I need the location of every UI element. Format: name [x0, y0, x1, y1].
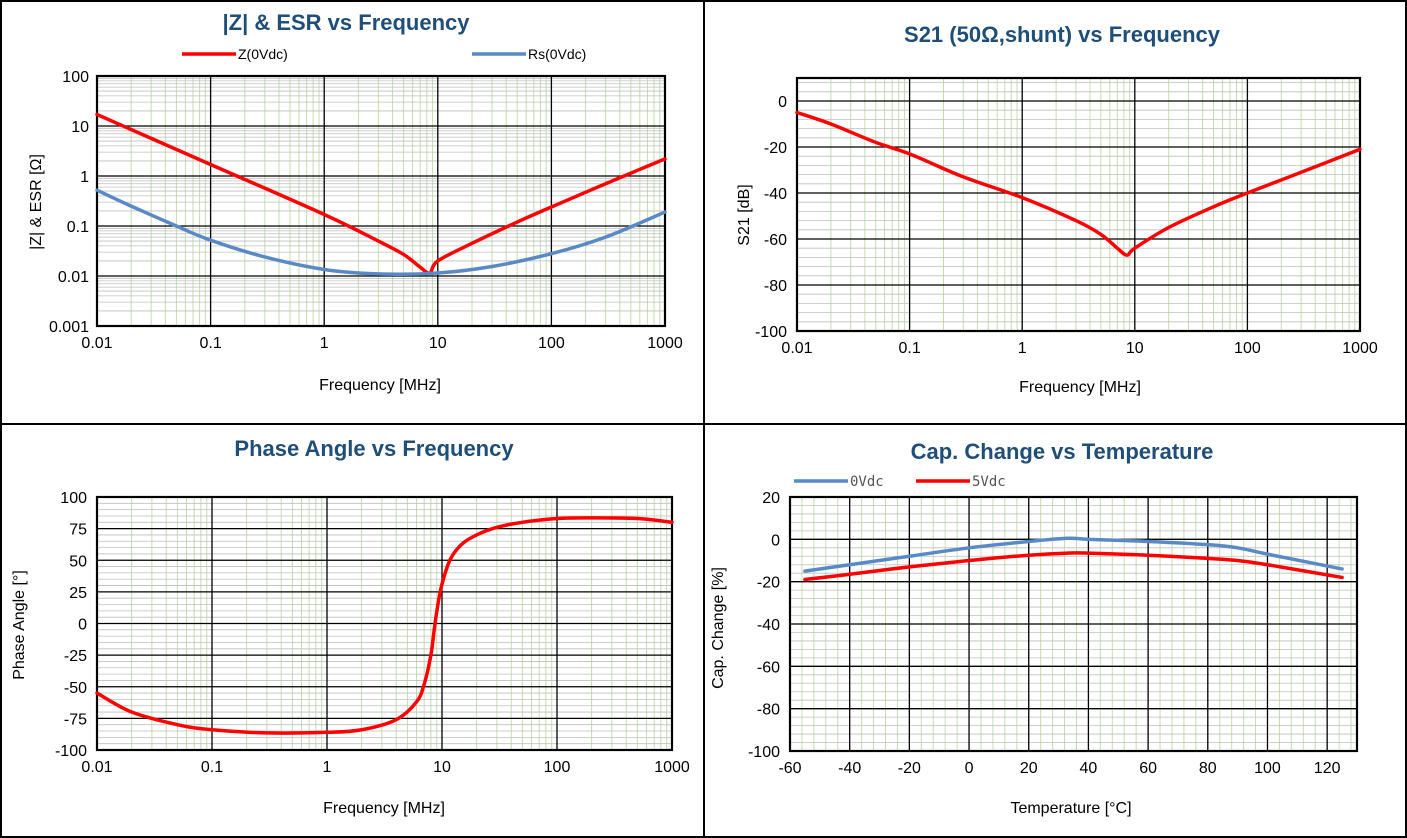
s21-y-axis-label: S21 [dB] [736, 184, 753, 245]
temperature-x-tick-label: 100 [1254, 760, 1281, 777]
temperature-x-tick-label: 120 [1314, 760, 1341, 777]
phase-x-tick-label: 10 [433, 759, 451, 776]
impedance-x-tick-label: 100 [538, 335, 565, 352]
phase-x-tick-label: 100 [544, 759, 571, 776]
s21-y-tick-label: -60 [764, 232, 787, 249]
phase-y-tick-label: 25 [69, 585, 87, 602]
temperature-series-5vdc [803, 551, 1344, 582]
impedance-x-tick-label: 10 [429, 335, 447, 352]
temperature-x-tick-label: 60 [1139, 760, 1157, 777]
temperature-x-tick-label: 20 [1020, 760, 1038, 777]
s21-y-tick-label: -100 [755, 324, 787, 341]
phase-x-axis-label: Frequency [MHz] [323, 800, 445, 817]
s21-x-tick-label: 1000 [1342, 340, 1378, 357]
impedance-y-tick-label: 0.1 [67, 219, 89, 236]
temperature-x-tick-label: -40 [838, 760, 861, 777]
temperature-y-axis-label: Cap. Change [%] [710, 567, 727, 689]
impedance-x-tick-label: 0.1 [199, 335, 221, 352]
temperature-x-tick-label: -60 [778, 760, 801, 777]
temperature-chart-title: Cap. Change vs Temperature [911, 439, 1214, 464]
impedance-y-tick-label: 0.01 [58, 269, 89, 286]
temperature-x-axis-label: Temperature [°C] [1010, 800, 1131, 817]
panel-impedance [0, 0, 705, 425]
impedance-x-axis-label: Frequency [MHz] [319, 377, 441, 394]
phase-y-tick-label: 75 [69, 522, 87, 539]
temperature-x-tick-label: -20 [898, 760, 921, 777]
temperature-y-tick-label: -20 [757, 575, 780, 592]
temperature-x-tick-label: 0 [965, 760, 974, 777]
impedance-y-tick-label: 100 [62, 69, 89, 86]
phase-y-tick-label: -50 [64, 680, 87, 697]
impedance-series-z-0vdc- [95, 112, 667, 275]
phase-x-tick-label: 0.1 [201, 759, 223, 776]
phase-y-tick-label: -75 [64, 711, 87, 728]
phase-y-axis-label: Phase Angle [°] [11, 570, 28, 680]
s21-x-tick-label: 100 [1234, 340, 1261, 357]
s21-y-tick-label: -20 [764, 140, 787, 157]
temperature-y-tick-label: -60 [757, 659, 780, 676]
impedance-x-tick-label: 1000 [647, 335, 683, 352]
s21-y-tick-label: -80 [764, 278, 787, 295]
impedance-plot-area [95, 74, 667, 328]
s21-x-tick-label: 10 [1126, 340, 1144, 357]
phase-series-line0 [95, 516, 674, 735]
impedance-series-rs-0vdc- [95, 188, 667, 276]
temperature-x-tick-label: 80 [1199, 760, 1217, 777]
temperature-series-0vdc [803, 536, 1344, 573]
s21-plot-area [795, 76, 1362, 333]
temperature-x-tick-label: 40 [1080, 760, 1098, 777]
legend-label-z: Z(0Vdc) [238, 46, 288, 62]
impedance-x-tick-label: 1 [320, 335, 329, 352]
legend-label-rs: Rs(0Vdc) [528, 46, 586, 62]
s21-x-tick-label: 1 [1018, 340, 1027, 357]
temperature-y-tick-label: 0 [771, 532, 780, 549]
phase-y-tick-label: 0 [78, 617, 87, 634]
impedance-chart-title: |Z| & ESR vs Frequency [222, 10, 470, 35]
s21-series-line0 [795, 110, 1362, 257]
panel-temperature [703, 423, 1407, 838]
temperature-plot-area [788, 495, 1359, 753]
s21-x-tick-label: 0.1 [898, 340, 920, 357]
impedance-x-tick-label: 0.01 [81, 335, 112, 352]
s21-y-tick-label: 0 [778, 94, 787, 111]
s21-x-tick-label: 0.01 [781, 340, 812, 357]
temperature-y-tick-label: -40 [757, 617, 780, 634]
phase-x-tick-label: 1 [323, 759, 332, 776]
phase-chart-title: Phase Angle vs Frequency [234, 436, 514, 461]
phase-y-tick-label: -100 [55, 743, 87, 760]
temperature-y-tick-label: -80 [757, 702, 780, 719]
phase-x-tick-label: 0.01 [81, 759, 112, 776]
temperature-y-tick-label: -100 [748, 744, 780, 761]
impedance-y-tick-label: 0.001 [49, 319, 89, 336]
phase-y-tick-label: 50 [69, 553, 87, 570]
legend-label-5vdc: 5Vdc [972, 474, 1006, 490]
phase-x-tick-label: 1000 [654, 759, 690, 776]
phase-plot-area [95, 495, 674, 752]
legend-label-0vdc: 0Vdc [850, 474, 884, 490]
impedance-y-tick-label: 10 [71, 119, 89, 136]
phase-y-tick-label: -25 [64, 648, 87, 665]
s21-y-tick-label: -40 [764, 186, 787, 203]
s21-x-axis-label: Frequency [MHz] [1019, 379, 1141, 396]
phase-y-tick-label: 100 [60, 490, 87, 507]
s21-chart-title: S21 (50Ω,shunt) vs Frequency [904, 22, 1221, 47]
impedance-y-axis-label: |Z| & ESR [Ω] [28, 154, 45, 250]
temperature-y-tick-label: 20 [762, 490, 780, 507]
impedance-y-tick-label: 1 [80, 169, 89, 186]
